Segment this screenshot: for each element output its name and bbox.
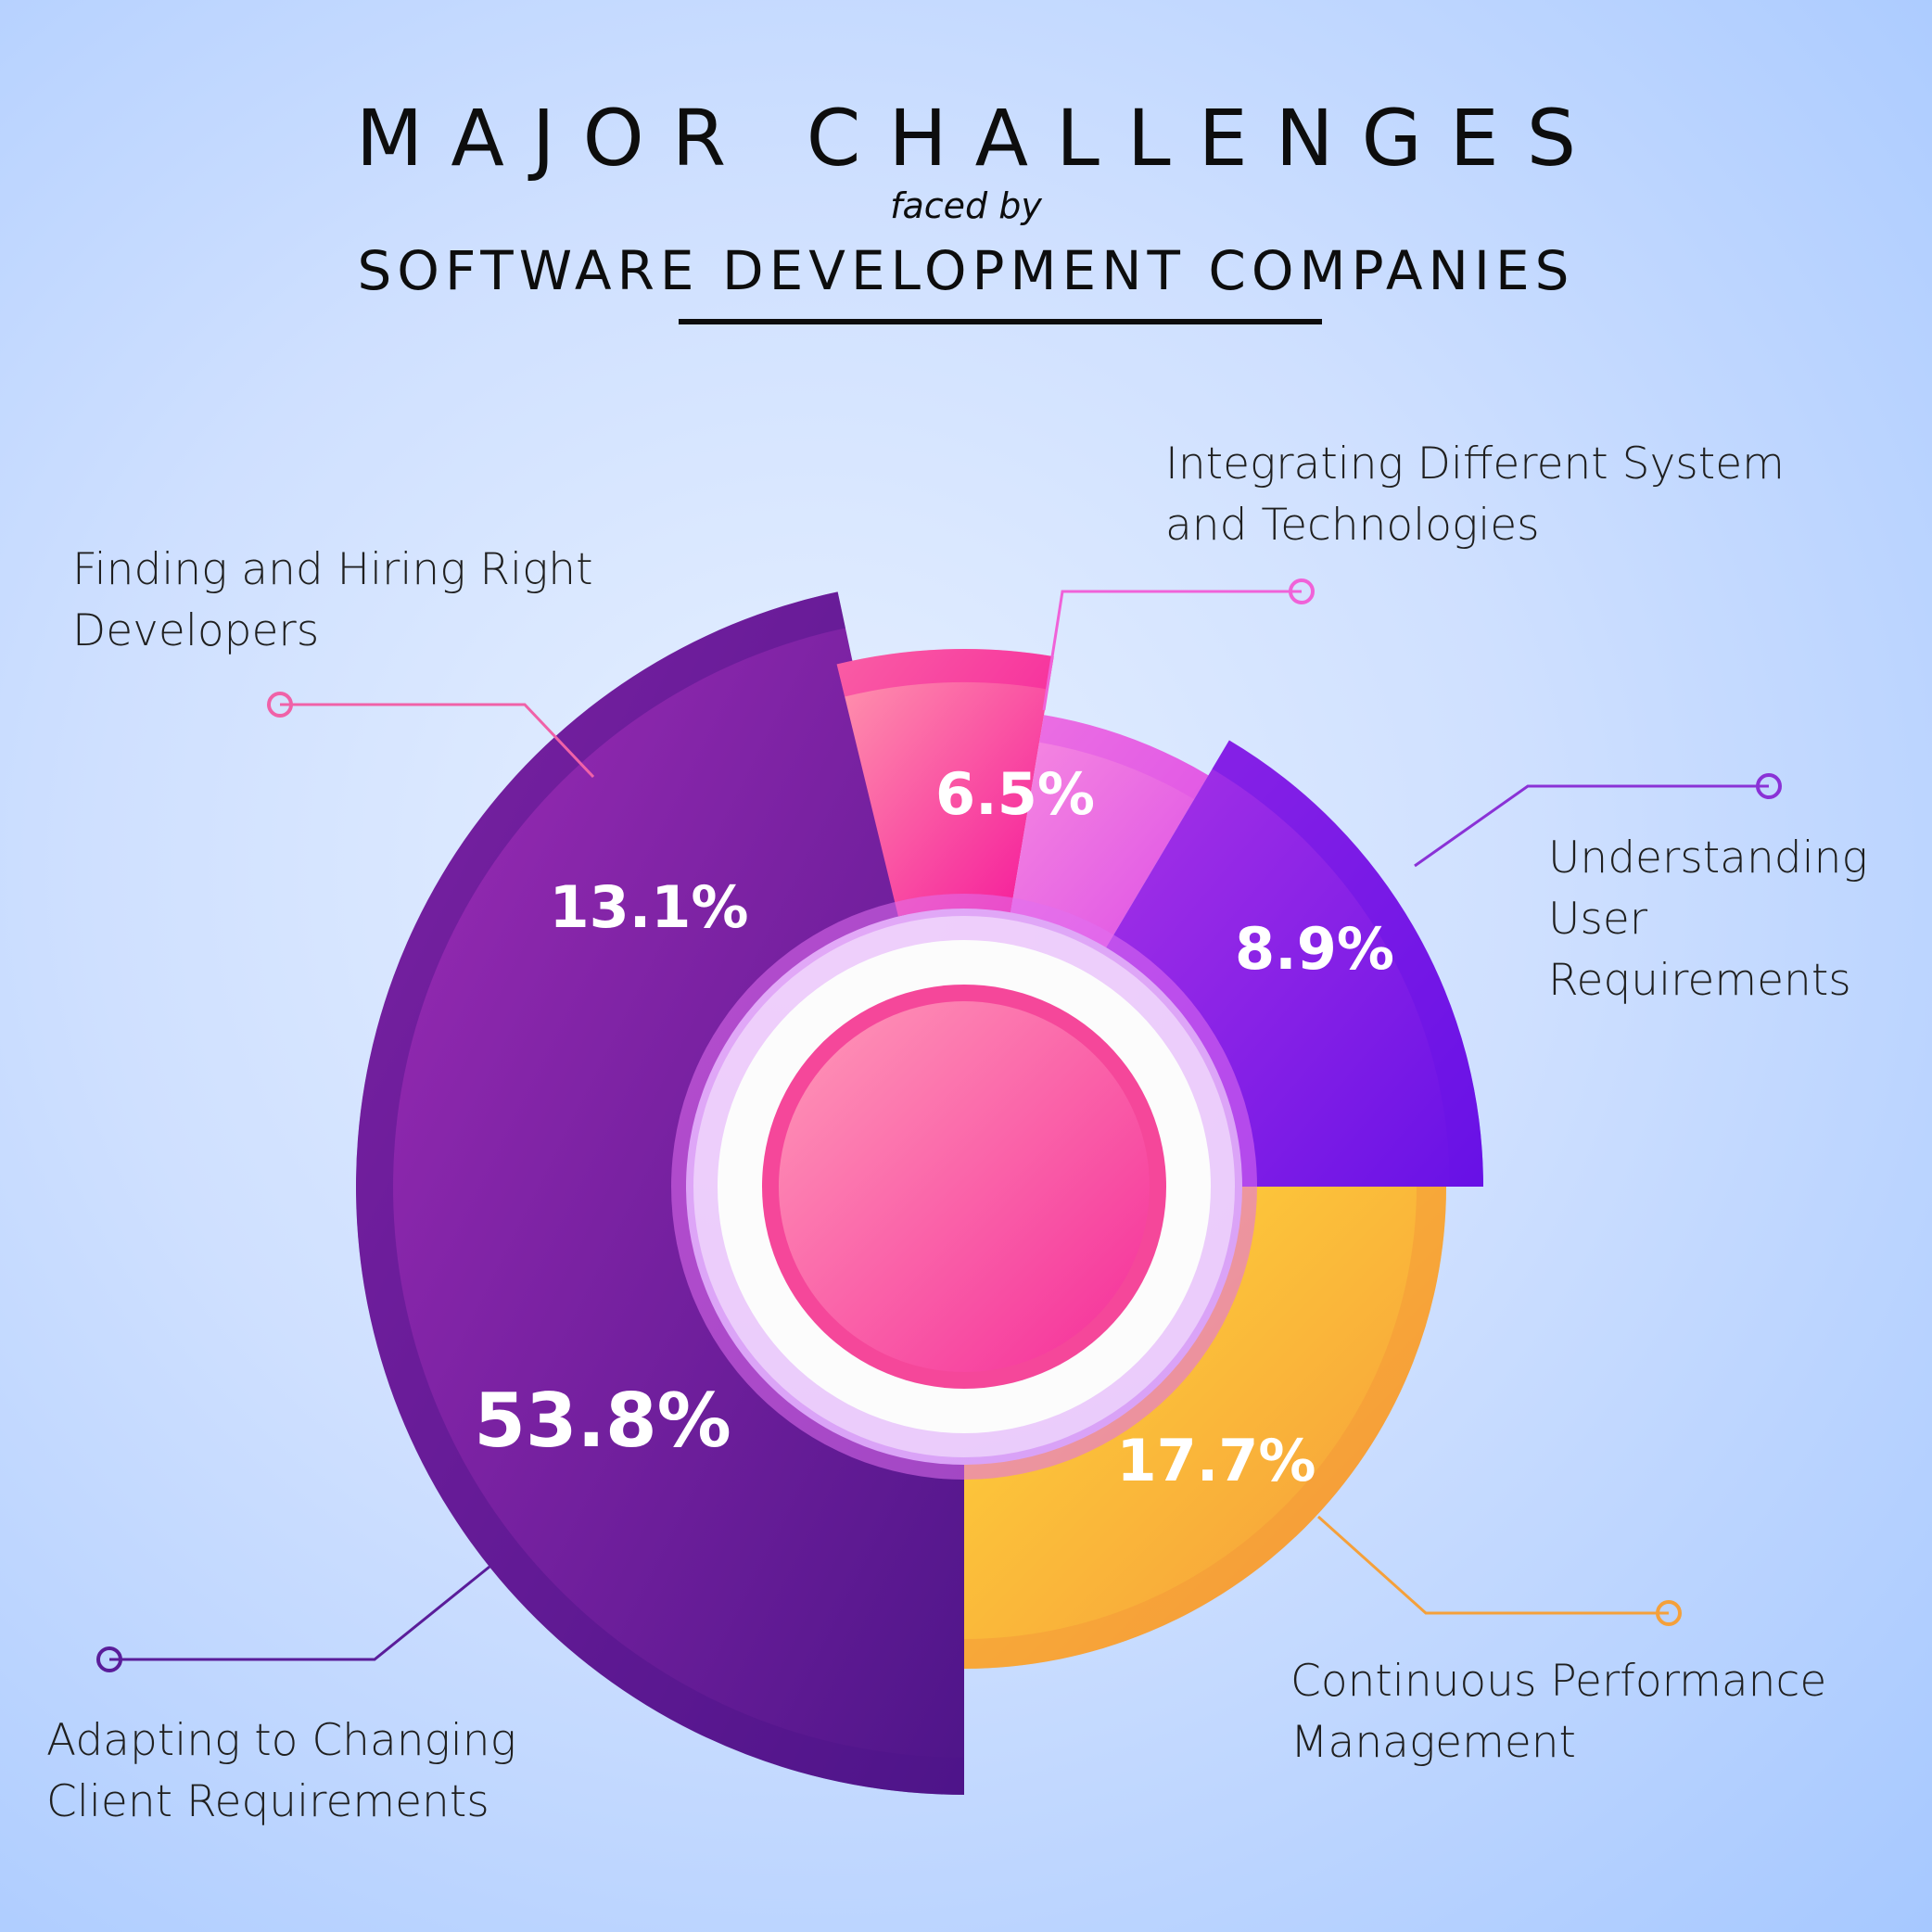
heading-underline <box>679 319 1322 324</box>
value-label-integrating: 6.5% <box>935 760 1095 828</box>
slice-hiring <box>836 649 1054 917</box>
leader-dot-performance <box>1656 1600 1682 1626</box>
slice-label-integrating: Integrating Different System and Technolo… <box>1165 439 1785 551</box>
leader-line-performance <box>1316 1515 1669 1615</box>
hub-center-circle <box>779 1001 1150 1372</box>
chart-title: MAJOR CHALLENGES <box>355 93 1605 184</box>
value-label-performance: 17.7% <box>1116 1427 1316 1494</box>
leader-dot-understanding <box>1756 773 1782 799</box>
slice-integrating <box>1010 715 1209 948</box>
slice-label-understanding: Understanding User Requirements <box>1548 833 1868 1006</box>
leader-dot-adapting <box>96 1646 122 1672</box>
value-label-hiring: 13.1% <box>549 873 748 941</box>
leader-line-hiring <box>280 703 595 779</box>
slice-rim-integrating <box>1039 715 1209 800</box>
value-label-understanding: 8.9% <box>1235 915 1394 983</box>
chart-heading: SOFTWARE DEVELOPMENT COMPANIES <box>357 239 1575 302</box>
slice-label-performance: Continuous Performance Management <box>1290 1656 1827 1768</box>
value-label-adapting: 53.8% <box>474 1378 731 1464</box>
slice-label-adapting: Adapting to Changing Client Requirements <box>46 1715 516 1827</box>
slice-understanding <box>1106 740 1483 1187</box>
leader-dot-integrating <box>1289 578 1315 604</box>
slice-adapting <box>356 591 964 1795</box>
slice-rim-understanding <box>1212 740 1483 1187</box>
slice-label-hiring: Finding and Hiring Right Developers <box>72 544 593 656</box>
slice-performance <box>964 1187 1446 1669</box>
chart-subtitle: faced by <box>890 185 1042 226</box>
leader-line-integrating <box>1042 590 1302 711</box>
leader-line-understanding <box>1414 784 1769 868</box>
leader-dot-hiring <box>267 692 293 718</box>
slice-rim-performance <box>964 1187 1446 1669</box>
leader-line-adapting <box>109 1565 490 1661</box>
slice-rim-hiring <box>836 649 1054 697</box>
